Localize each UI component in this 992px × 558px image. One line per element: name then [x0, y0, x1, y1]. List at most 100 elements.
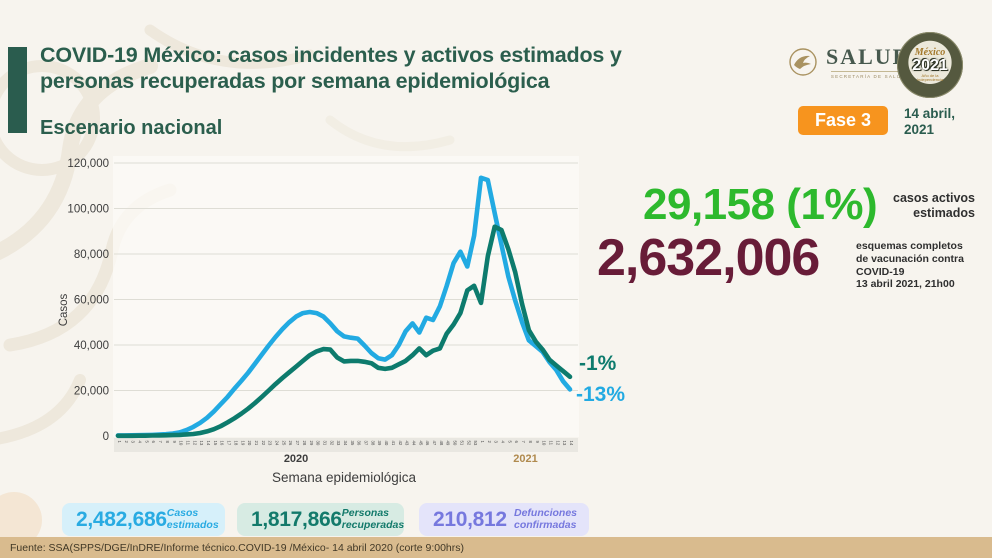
salud-wordmark: SALUD: [826, 44, 911, 69]
svg-text:15: 15: [213, 441, 218, 446]
report-date-line1: 14 abril,: [904, 106, 956, 121]
svg-text:37: 37: [364, 441, 369, 446]
svg-text:16: 16: [220, 441, 225, 446]
epidemic-curve-chart: 0 20,000 40,000 60,000 80,000 100,000 120,000 C…: [55, 150, 585, 495]
svg-text:22: 22: [261, 441, 266, 446]
svg-text:3: 3: [494, 441, 499, 444]
svg-text:11: 11: [186, 441, 191, 446]
svg-text:41: 41: [391, 441, 396, 446]
svg-text:34: 34: [343, 441, 348, 446]
svg-text:42: 42: [398, 441, 403, 446]
svg-text:5: 5: [507, 441, 512, 444]
svg-text:12: 12: [555, 441, 560, 446]
svg-text:49: 49: [446, 441, 451, 446]
svg-text:8: 8: [528, 441, 533, 444]
svg-text:100,000: 100,000: [67, 204, 109, 216]
svg-text:12: 12: [192, 441, 197, 446]
estimated-cases-label: Casos estimados: [166, 506, 219, 531]
fase-3-badge: Fase 3: [798, 106, 888, 135]
svg-text:23: 23: [268, 441, 273, 446]
page-title: COVID-19 México: casos incidentes y acti…: [40, 42, 622, 94]
svg-text:18: 18: [233, 441, 238, 446]
mexico-2021-logo: México 2021 Año de la Independencia: [897, 32, 963, 98]
mexico-2021-line2: 2021: [912, 56, 948, 74]
svg-text:1: 1: [480, 441, 485, 444]
svg-text:53: 53: [473, 441, 478, 446]
svg-text:7: 7: [521, 441, 526, 444]
svg-text:36: 36: [357, 441, 362, 446]
svg-text:10: 10: [179, 441, 184, 446]
svg-text:60,000: 60,000: [74, 295, 109, 307]
svg-text:80,000: 80,000: [74, 249, 109, 261]
svg-text:33: 33: [336, 441, 341, 446]
recovered-persons-badge: 1,817,866 Personas recuperadas: [237, 503, 404, 536]
recuperadas-change-label: -1%: [579, 352, 617, 375]
svg-text:11: 11: [549, 441, 554, 446]
svg-text:17: 17: [227, 441, 232, 446]
svg-text:52: 52: [466, 441, 471, 446]
svg-text:7: 7: [158, 441, 163, 444]
svg-text:13: 13: [199, 441, 204, 446]
svg-text:25: 25: [281, 441, 286, 446]
salud-logo: SALUD SECRETARÍA DE SALUD: [786, 44, 911, 79]
title-accent-bar: [8, 47, 27, 133]
report-date-line2: 2021: [904, 121, 935, 137]
confirmed-deaths-badge: 210,812 Defunciones confirmadas: [419, 503, 589, 536]
svg-text:Semana epidemiológica: Semana epidemiológica: [272, 470, 417, 485]
vaccination-label: esquemas completos de vacunación contra …: [856, 240, 964, 291]
svg-text:120,000: 120,000: [67, 158, 109, 170]
svg-text:46: 46: [425, 441, 430, 446]
svg-text:26: 26: [288, 441, 293, 446]
svg-text:29: 29: [309, 441, 314, 446]
svg-text:51: 51: [459, 441, 464, 446]
report-date: 14 abril, 2021: [904, 106, 955, 137]
svg-text:9: 9: [172, 441, 177, 444]
svg-text:31: 31: [323, 441, 328, 446]
svg-text:5: 5: [144, 441, 149, 444]
svg-text:21: 21: [254, 441, 259, 446]
svg-text:4: 4: [501, 441, 506, 444]
svg-text:13: 13: [562, 441, 567, 446]
confirmed-deaths-value: 210,812: [433, 507, 507, 531]
svg-text:40: 40: [384, 441, 389, 446]
svg-text:48: 48: [439, 441, 444, 446]
svg-text:19: 19: [240, 441, 245, 446]
estimated-cases-value: 2,482,686: [76, 507, 167, 531]
estimated-cases-badge: 2,482,686 Casos estimados: [62, 503, 225, 536]
svg-text:47: 47: [432, 441, 437, 446]
svg-text:2020: 2020: [284, 453, 308, 465]
salud-eagle-icon: [789, 47, 817, 76]
svg-text:24: 24: [275, 441, 280, 446]
svg-text:20: 20: [247, 441, 252, 446]
svg-text:20,000: 20,000: [74, 386, 109, 398]
svg-text:6: 6: [151, 441, 156, 444]
svg-text:40,000: 40,000: [74, 340, 109, 352]
vaccination-value: 2,632,006: [597, 229, 820, 287]
svg-text:32: 32: [329, 441, 334, 446]
svg-text:45: 45: [418, 441, 423, 446]
svg-text:30: 30: [316, 441, 321, 446]
svg-text:14: 14: [206, 441, 211, 446]
svg-text:38: 38: [370, 441, 375, 446]
svg-text:28: 28: [302, 441, 307, 446]
confirmed-deaths-label: Defunciones confirmadas: [513, 506, 577, 531]
svg-text:2: 2: [487, 441, 492, 444]
svg-text:0: 0: [103, 431, 109, 443]
svg-text:50: 50: [453, 441, 458, 446]
recovered-persons-label: Personas recuperadas: [341, 506, 405, 531]
svg-text:4: 4: [138, 441, 143, 444]
source-text: Fuente: SSA(SPPS/DGE/InDRE/Informe técni…: [10, 541, 465, 554]
page-title-line1: COVID-19 México: casos incidentes y acti…: [40, 43, 622, 67]
svg-text:Casos: Casos: [58, 293, 70, 326]
svg-text:3: 3: [131, 441, 136, 444]
footer-bar: Fuente: SSA(SPPS/DGE/InDRE/Informe técni…: [0, 537, 992, 558]
svg-text:44: 44: [412, 441, 417, 446]
page-subtitle: Escenario nacional: [40, 117, 223, 139]
cases-chart-svg: 0 20,000 40,000 60,000 80,000 100,000 120,000 C…: [58, 156, 579, 485]
svg-text:1: 1: [117, 441, 122, 444]
svg-text:2: 2: [124, 441, 129, 444]
page-title-line2: personas recuperadas por semana epidemio…: [40, 69, 550, 94]
svg-text:14: 14: [569, 441, 574, 446]
recovered-persons-value: 1,817,866: [251, 507, 342, 531]
svg-text:27: 27: [295, 441, 300, 446]
